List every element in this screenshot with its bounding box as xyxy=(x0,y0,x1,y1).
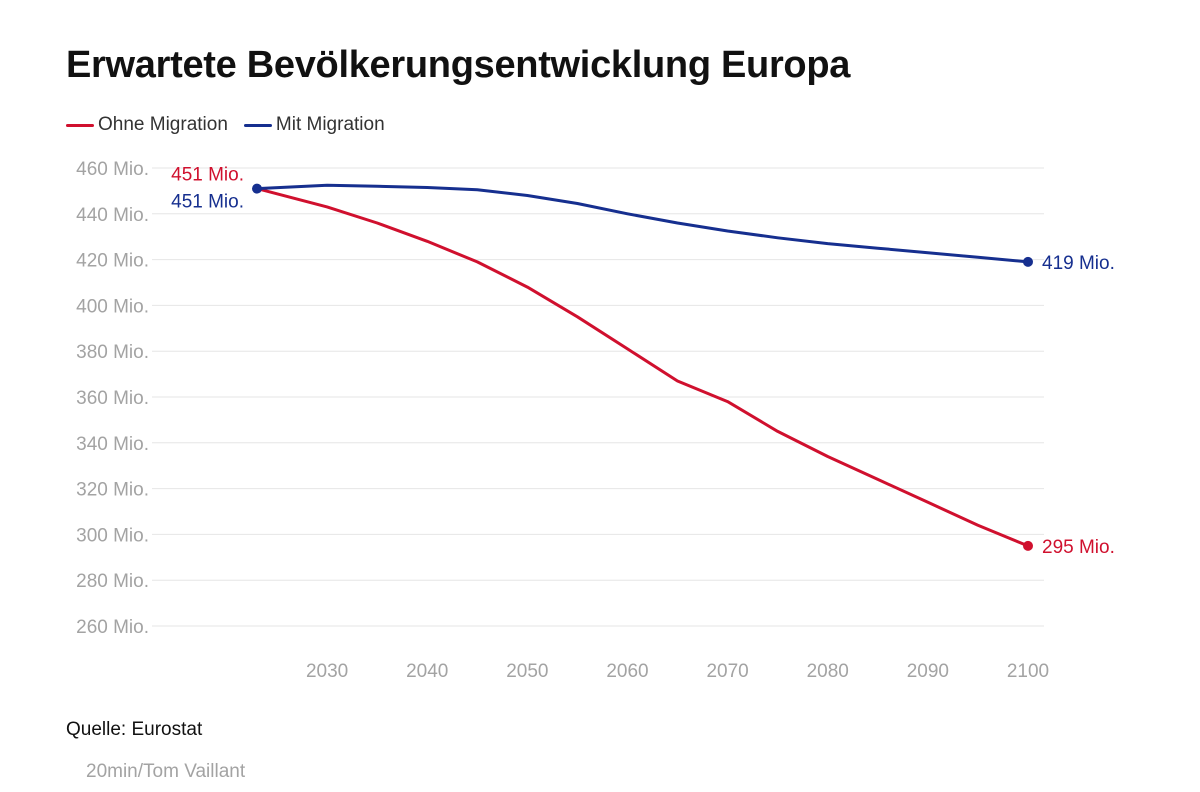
y-tick-label: 380 Mio. xyxy=(76,342,149,363)
chart-title: Erwartete Bevölkerungsentwicklung Europa xyxy=(66,44,851,86)
y-tick-label: 440 Mio. xyxy=(76,205,149,226)
source-note: Quelle: Eurostat xyxy=(66,719,203,740)
x-tick-label: 2050 xyxy=(506,661,548,682)
y-tick-label: 340 Mio. xyxy=(76,434,149,455)
legend-item-mit-migration: Mit Migration xyxy=(243,114,385,136)
end-label-mit-migration: 419 Mio. xyxy=(1042,253,1115,274)
x-tick-label: 2090 xyxy=(907,661,949,682)
series-line-mit-migration xyxy=(255,183,1030,264)
end-label-ohne-migration: 295 Mio. xyxy=(1042,537,1115,558)
series-line-ohne-migration xyxy=(255,187,1030,548)
x-tick-label: 2060 xyxy=(606,661,648,682)
x-tick-label: 2080 xyxy=(807,661,849,682)
y-tick-label: 280 Mio. xyxy=(76,571,149,592)
y-tick-label: 420 Mio. xyxy=(76,251,149,272)
y-tick-label: 300 Mio. xyxy=(76,525,149,546)
y-tick-label: 320 Mio. xyxy=(76,480,149,501)
x-tick-label: 2070 xyxy=(706,661,748,682)
line-chart: 260 Mio. 280 Mio. 300 Mio. 320 Mio. 340 Mio.… xyxy=(76,159,1115,682)
start-point xyxy=(252,183,262,194)
legend-label-ohne-migration: Ohne Migration xyxy=(98,114,228,135)
legend-label-mit-migration: Mit Migration xyxy=(275,114,385,135)
y-tick-label: 400 Mio. xyxy=(76,296,149,317)
y-tick-label: 360 Mio. xyxy=(76,388,149,409)
legend: Ohne Migration Mit Migration xyxy=(66,114,401,136)
credit-note: 20min/Tom Vaillant xyxy=(86,761,246,782)
legend-item-ohne-migration: Ohne Migration xyxy=(66,114,228,136)
legend-swatch-mit-migration xyxy=(243,123,272,127)
start-label-mit-migration: 451 Mio. xyxy=(171,192,244,213)
end-point-mit-migration xyxy=(1023,256,1033,267)
legend-swatch-ohne-migration xyxy=(66,123,94,127)
y-tick-label: 260 Mio. xyxy=(76,617,149,638)
x-tick-label: 2100 xyxy=(1007,661,1049,682)
y-tick-label: 460 Mio. xyxy=(76,159,149,180)
start-label-ohne-migration: 451 Mio. xyxy=(171,165,244,186)
x-tick-label: 2040 xyxy=(406,661,448,682)
end-point-ohne-migration xyxy=(1023,540,1033,551)
x-tick-label: 2030 xyxy=(306,661,348,682)
